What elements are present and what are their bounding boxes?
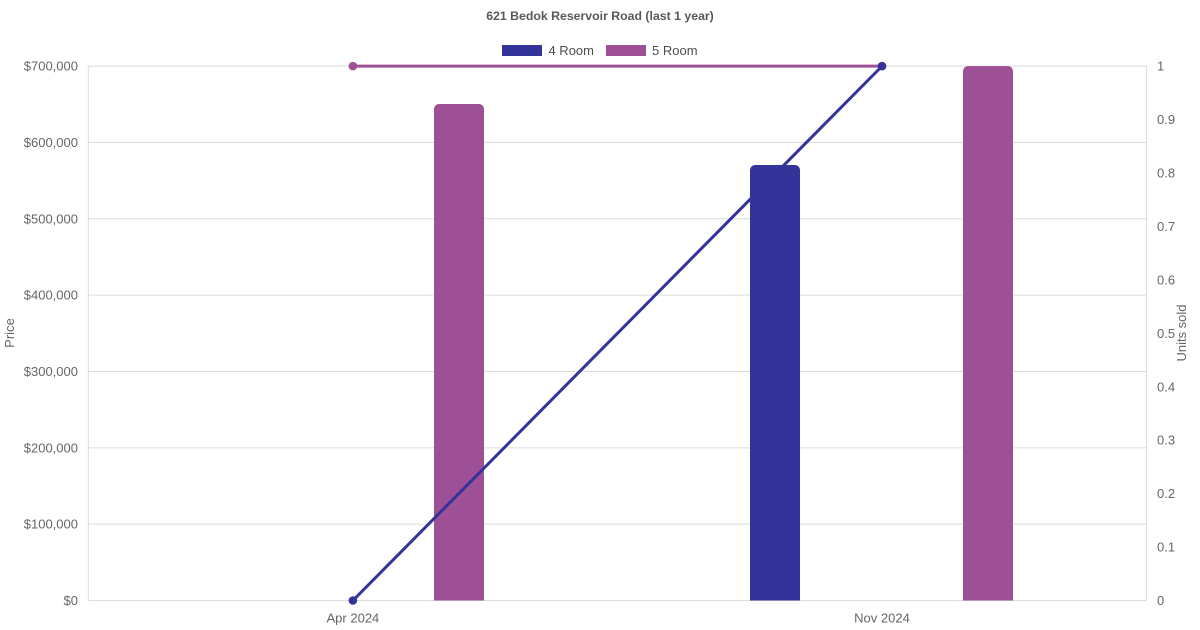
svg-text:$700,000: $700,000: [24, 59, 78, 74]
svg-text:Price: Price: [2, 318, 17, 348]
svg-text:$0: $0: [64, 593, 78, 608]
svg-text:Nov 2024: Nov 2024: [854, 611, 910, 626]
svg-text:$200,000: $200,000: [24, 440, 78, 455]
svg-text:$600,000: $600,000: [24, 135, 78, 150]
svg-text:$500,000: $500,000: [24, 211, 78, 226]
svg-text:$300,000: $300,000: [24, 364, 78, 379]
svg-text:0.3: 0.3: [1157, 433, 1175, 448]
svg-text:0.2: 0.2: [1157, 486, 1175, 501]
svg-text:0.4: 0.4: [1157, 379, 1175, 394]
svg-text:Units sold: Units sold: [1174, 304, 1189, 361]
svg-text:0.7: 0.7: [1157, 219, 1175, 234]
svg-text:0.5: 0.5: [1157, 326, 1175, 341]
svg-text:0.8: 0.8: [1157, 166, 1175, 181]
svg-text:0: 0: [1157, 593, 1164, 608]
svg-text:0.9: 0.9: [1157, 112, 1175, 127]
svg-text:$400,000: $400,000: [24, 288, 78, 303]
svg-text:$100,000: $100,000: [24, 517, 78, 532]
svg-text:1: 1: [1157, 59, 1164, 74]
svg-text:Apr 2024: Apr 2024: [327, 611, 380, 626]
svg-text:0.6: 0.6: [1157, 272, 1175, 287]
svg-text:0.1: 0.1: [1157, 540, 1175, 555]
